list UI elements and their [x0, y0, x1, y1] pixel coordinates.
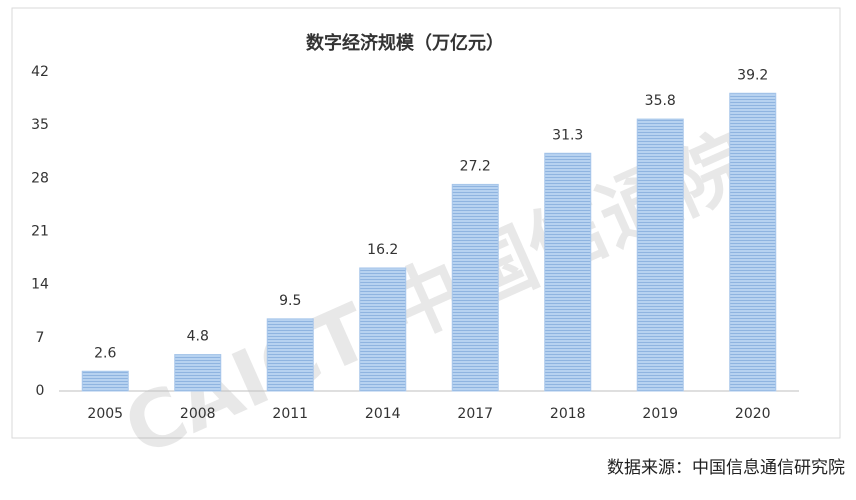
x-tick-label: 2019 [642, 406, 678, 422]
x-tick-label: 2020 [735, 406, 771, 422]
y-tick-label: 28 [31, 170, 49, 186]
bar [729, 92, 777, 392]
value-label: 31.3 [552, 127, 583, 143]
y-tick-label: 35 [31, 117, 49, 133]
bar [174, 354, 222, 392]
chart-title: 数字经济规模（万亿元） [306, 32, 504, 54]
source-note: 数据来源：中国信息通信研究院 [607, 458, 845, 478]
value-label: 35.8 [645, 93, 676, 109]
y-tick-label: 14 [31, 277, 49, 293]
value-label: 2.6 [94, 345, 116, 361]
bar [544, 152, 592, 392]
value-label: 39.2 [737, 67, 768, 83]
chart-frame [11, 7, 841, 439]
bar [636, 118, 684, 392]
y-tick-label: 42 [31, 64, 49, 80]
bar [451, 183, 499, 392]
y-tick-label: 21 [31, 224, 49, 240]
value-label: 16.2 [367, 242, 398, 258]
value-label: 27.2 [460, 158, 491, 174]
x-tick-label: 2005 [87, 406, 123, 422]
value-label: 9.5 [279, 293, 301, 309]
bar [359, 267, 407, 392]
value-label: 4.8 [187, 329, 209, 345]
x-tick-label: 2011 [272, 406, 308, 422]
x-tick-label: 2014 [365, 406, 401, 422]
x-tick-label: 2008 [180, 406, 216, 422]
x-tick-label: 2018 [550, 406, 586, 422]
x-tick-label: 2017 [457, 406, 493, 422]
bar [81, 370, 129, 392]
y-tick-label: 7 [36, 330, 45, 346]
y-tick-label: 0 [36, 383, 45, 399]
bar [266, 318, 314, 392]
